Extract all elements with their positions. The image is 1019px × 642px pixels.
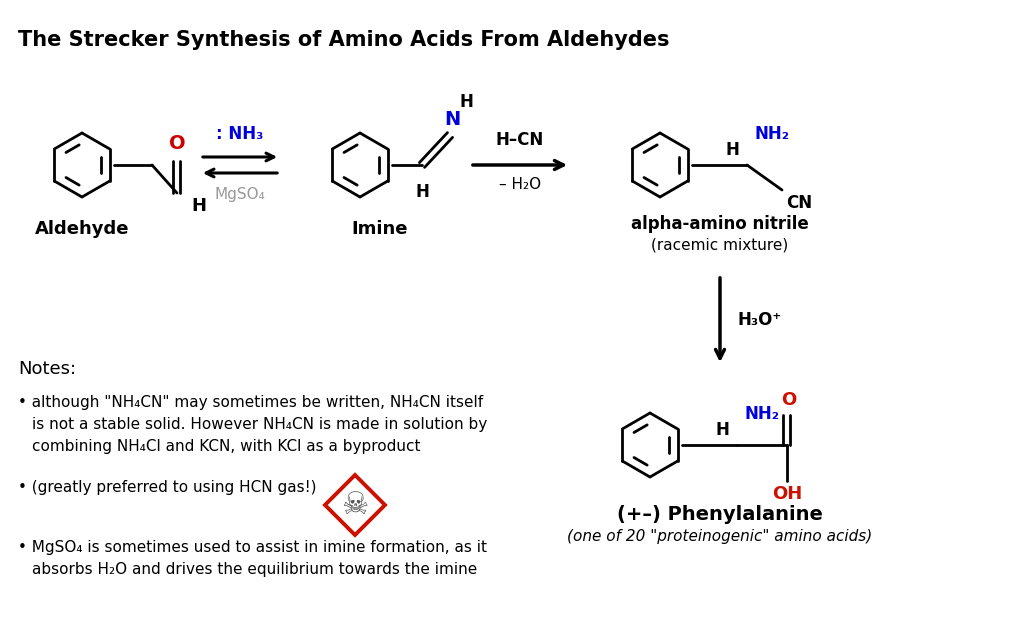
Text: (one of 20 "proteinogenic" amino acids): (one of 20 "proteinogenic" amino acids) xyxy=(567,529,872,544)
Text: (+–) Phenylalanine: (+–) Phenylalanine xyxy=(616,505,822,524)
Text: H: H xyxy=(415,183,429,201)
Text: is not a stable solid. However NH₄CN is made in solution by: is not a stable solid. However NH₄CN is … xyxy=(32,417,487,432)
Text: H: H xyxy=(714,421,729,439)
Text: O: O xyxy=(781,391,796,409)
Text: Imine: Imine xyxy=(352,220,408,238)
Text: combining NH₄Cl and KCN, with KCl as a byproduct: combining NH₄Cl and KCN, with KCl as a b… xyxy=(32,439,420,454)
Text: Notes:: Notes: xyxy=(18,360,76,378)
Text: • MgSO₄ is sometimes used to assist in imine formation, as it: • MgSO₄ is sometimes used to assist in i… xyxy=(18,540,486,555)
Text: H: H xyxy=(725,141,739,159)
Text: ☠: ☠ xyxy=(341,490,368,519)
Text: NH₂: NH₂ xyxy=(754,125,790,143)
Text: OH: OH xyxy=(771,485,801,503)
Text: H: H xyxy=(191,197,206,215)
Text: • although "NH₄CN" may sometimes be written, NH₄CN itself: • although "NH₄CN" may sometimes be writ… xyxy=(18,395,483,410)
Text: O: O xyxy=(168,134,185,153)
Text: The Strecker Synthesis of Amino Acids From Aldehydes: The Strecker Synthesis of Amino Acids Fr… xyxy=(18,30,668,50)
Text: H₃O⁺: H₃O⁺ xyxy=(738,311,782,329)
Text: – H₂O: – H₂O xyxy=(498,177,540,192)
Text: H: H xyxy=(459,93,473,111)
Text: Aldehyde: Aldehyde xyxy=(35,220,129,238)
Text: N: N xyxy=(443,110,460,129)
Text: MgSO₄: MgSO₄ xyxy=(214,187,265,202)
Text: (racemic mixture): (racemic mixture) xyxy=(651,237,788,252)
Text: : NH₃: : NH₃ xyxy=(216,125,264,143)
Text: CN: CN xyxy=(786,194,811,212)
Text: absorbs H₂O and drives the equilibrium towards the imine: absorbs H₂O and drives the equilibrium t… xyxy=(32,562,477,577)
Text: NH₂: NH₂ xyxy=(744,405,780,423)
Text: H–CN: H–CN xyxy=(495,131,543,149)
Text: • (greatly preferred to using HCN gas!): • (greatly preferred to using HCN gas!) xyxy=(18,480,316,495)
Text: alpha-amino nitrile: alpha-amino nitrile xyxy=(631,215,808,233)
